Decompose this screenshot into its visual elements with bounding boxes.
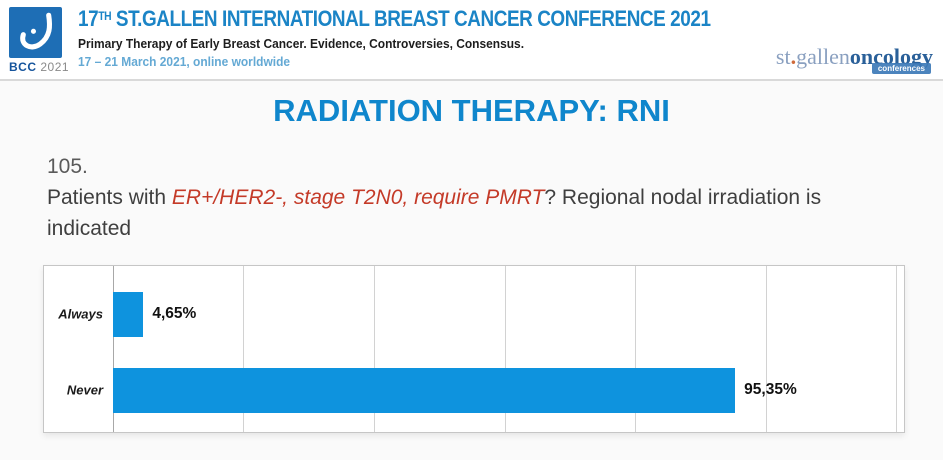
org-st: st	[775, 44, 791, 69]
gridline	[504, 266, 506, 432]
title-ordinal: TH	[98, 9, 112, 23]
title-number: 17	[78, 6, 99, 31]
bcc-year: 2021	[40, 60, 70, 74]
question-highlight: ER+/HER2-, stage T2N0, require PMRT	[171, 186, 545, 209]
conference-title: 17TH ST.GALLEN INTERNATIONAL BREAST CANC…	[78, 6, 711, 32]
category-axis: Always Never	[44, 266, 113, 432]
conference-header: BCC 2021 17TH ST.GALLEN INTERNATIONAL BR…	[0, 0, 943, 81]
title-rest: ST.GALLEN INTERNATIONAL BREAST CANCER CO…	[111, 6, 711, 31]
category-label: Always	[58, 306, 103, 322]
question-block: 105. Patients with ER+/HER2-, stage T2N0…	[47, 152, 877, 244]
org-gallen: gallen	[796, 44, 850, 69]
conference-dates: 17 – 21 March 2021, online worldwide	[78, 54, 291, 69]
org-conferences-badge: conferences	[871, 63, 931, 74]
value-label: 95,35%	[744, 381, 797, 398]
chart-plot-area: 4,65% 95,35%	[113, 266, 897, 432]
bcc-logo: BCC 2021	[9, 7, 69, 74]
swan-icon	[19, 12, 52, 49]
question-text: Patients with ER+/HER2-, stage T2N0, req…	[47, 182, 877, 244]
conference-subtitle: Primary Therapy of Early Breast Cancer. …	[78, 36, 525, 51]
conference-titles: 17TH ST.GALLEN INTERNATIONAL BREAST CANC…	[78, 6, 814, 69]
category-label: Never	[66, 382, 103, 398]
gridline	[373, 266, 375, 432]
stgallen-oncology-logo: st.gallenoncology conferences	[775, 44, 933, 74]
gridline	[243, 266, 245, 432]
question-prefix: Patients with	[47, 186, 172, 209]
org-dot: .	[790, 44, 797, 69]
bar	[113, 292, 144, 337]
gridline	[634, 266, 636, 432]
question-number: 105.	[47, 155, 88, 178]
gridline	[765, 266, 767, 432]
gridline	[896, 266, 897, 432]
bar	[113, 368, 736, 413]
value-label: 4,65%	[152, 305, 197, 322]
poll-results-chart: Always Never 4,65% 95,35%	[43, 265, 905, 433]
bcc-logo-icon	[9, 7, 62, 58]
bcc-name: BCC	[9, 60, 37, 74]
question-suffix: ? Regional nodal irradiation is indicate…	[47, 186, 822, 240]
slide-title: RADIATION THERAPY: RNI	[273, 93, 670, 128]
bcc-year-label: BCC 2021	[9, 60, 69, 74]
axis-baseline	[113, 266, 114, 432]
